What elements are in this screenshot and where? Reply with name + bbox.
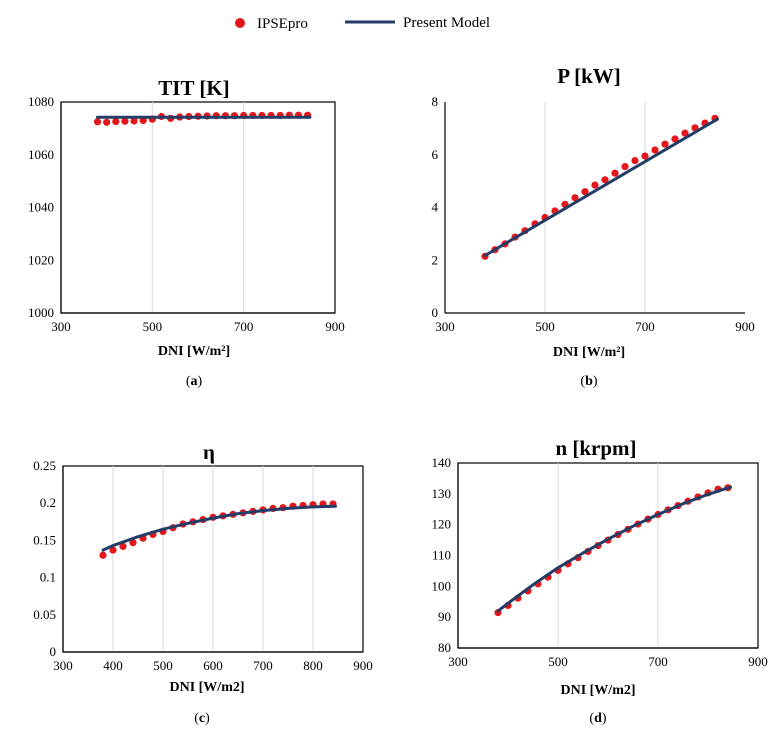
data-point-ipsepro-b	[591, 181, 599, 189]
data-point-ipsepro-c	[109, 546, 117, 554]
data-point-ipsepro-b	[581, 188, 589, 196]
data-point-ipsepro-b	[671, 135, 679, 143]
data-point-ipsepro-b	[681, 129, 689, 137]
x-tick-label-b: 900	[735, 319, 755, 334]
x-tick-label-c: 800	[303, 658, 323, 673]
data-point-ipsepro-b	[601, 176, 609, 184]
x-tick-label-c: 600	[203, 658, 223, 673]
chart-title-d: n [krpm]	[555, 436, 636, 460]
data-point-ipsepro-b	[661, 140, 669, 148]
y-tick-label-a: 1000	[28, 305, 54, 320]
data-point-ipsepro-a	[103, 118, 111, 126]
y-tick-label-c: 0	[50, 644, 57, 659]
y-tick-label-c: 0.2	[40, 495, 56, 510]
data-point-ipsepro-b	[571, 194, 579, 202]
panel-label-c: (c)	[194, 711, 210, 726]
data-point-ipsepro-b	[651, 146, 659, 154]
x-tick-label-d: 500	[548, 654, 568, 669]
chart-panel-a: TIT [K] DNI [W/m²] (a) 300 500 700 900 1000 1…	[28, 76, 345, 389]
data-point-ipsepro-c	[119, 542, 127, 550]
x-tick-label-c: 700	[253, 658, 273, 673]
y-tick-label-a: 1020	[28, 252, 54, 267]
y-tick-label-a: 1080	[28, 94, 54, 109]
y-tick-label-b: 6	[432, 147, 439, 162]
y-tick-label-c: 0.15	[33, 532, 56, 547]
x-tick-label-c: 300	[53, 658, 73, 673]
chart-panel-c: η DNI [W/m2] (c) 300 400 500 600 700 800 900 0 0…	[33, 440, 373, 726]
y-tick-label-a: 1040	[28, 200, 54, 215]
x-tick-label-d: 700	[648, 654, 668, 669]
y-tick-label-c: 0.25	[33, 458, 56, 473]
legend-label-ipsepro: IPSEpro	[257, 16, 308, 32]
x-tick-label-c: 900	[353, 658, 373, 673]
y-tick-label-c: 0.05	[33, 607, 56, 622]
chart-panel-b: P [kW] DNI [W/m²] (b) 300 500 700 900 0 2 4 6 8	[432, 64, 755, 389]
y-tick-label-c: 0.1	[40, 570, 56, 585]
x-tick-label-a: 900	[325, 319, 345, 334]
x-tick-label-c: 400	[103, 658, 123, 673]
y-tick-label-b: 0	[432, 305, 439, 320]
data-point-ipsepro-b	[641, 152, 649, 160]
legend: IPSEpro Present Model	[235, 15, 490, 32]
y-tick-label-d: 100	[432, 578, 452, 593]
y-tick-label-b: 8	[432, 94, 439, 109]
x-axis-label-a: DNI [W/m²]	[158, 344, 230, 359]
y-tick-label-d: 120	[432, 517, 452, 532]
x-tick-label-a: 700	[234, 319, 254, 334]
y-tick-label-d: 90	[438, 609, 451, 624]
data-point-ipsepro-b	[611, 169, 619, 177]
data-point-ipsepro-a	[130, 117, 138, 125]
x-tick-label-d: 300	[448, 654, 468, 669]
legend-label-present-model: Present Model	[403, 15, 490, 31]
x-axis-label-b: DNI [W/m²]	[553, 345, 625, 360]
x-axis-label-c: DNI [W/m2]	[169, 680, 244, 695]
y-tick-label-b: 4	[432, 200, 439, 215]
y-tick-label-d: 80	[438, 640, 451, 655]
data-point-ipsepro-b	[621, 163, 629, 171]
panel-label-a: (a)	[186, 374, 203, 389]
y-tick-label-d: 110	[432, 548, 451, 563]
data-point-ipsepro-c	[129, 539, 137, 547]
x-tick-label-c: 500	[153, 658, 173, 673]
y-tick-label-d: 140	[432, 455, 452, 470]
x-tick-label-a: 500	[143, 319, 163, 334]
y-tick-label-b: 2	[432, 252, 439, 267]
chart-panel-d: n [krpm] DNI [W/m2] (d) 300 500 700 900 80 90…	[432, 436, 768, 726]
data-point-ipsepro-c	[99, 551, 107, 559]
legend-marker-ipsepro	[235, 18, 245, 28]
panel-label-d: (d)	[589, 711, 606, 726]
data-point-ipsepro-a	[121, 117, 129, 125]
x-tick-label-a: 300	[51, 319, 71, 334]
data-point-ipsepro-b	[631, 156, 639, 165]
x-tick-label-d: 900	[748, 654, 768, 669]
series-line-present-model-b	[483, 117, 719, 257]
chart-title-b: P [kW]	[557, 64, 621, 88]
data-point-ipsepro-a	[93, 118, 102, 126]
x-tick-label-b: 500	[535, 319, 555, 334]
y-tick-label-a: 1060	[28, 147, 54, 162]
chart-title-c: η	[203, 440, 215, 464]
data-point-ipsepro-a	[112, 117, 120, 126]
plot-frame-a	[60, 101, 336, 314]
plot-frame-d	[457, 462, 759, 649]
y-tick-label-d: 130	[432, 486, 452, 501]
series-line-present-model-d	[496, 485, 732, 613]
x-tick-label-b: 300	[435, 319, 455, 334]
chart-title-a: TIT [K]	[158, 76, 229, 100]
panel-label-b: (b)	[580, 374, 597, 389]
series-line-present-model-c	[101, 504, 337, 552]
x-axis-label-d: DNI [W/m2]	[560, 683, 635, 698]
x-tick-label-b: 700	[635, 319, 655, 334]
